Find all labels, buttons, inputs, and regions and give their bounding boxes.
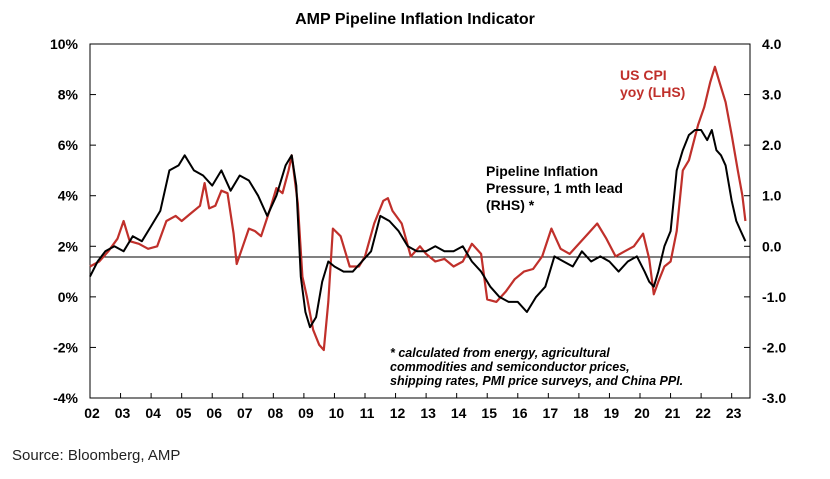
left-axis-tick-label: 10%	[50, 36, 79, 52]
x-axis-tick-label: 23	[726, 405, 742, 421]
legend-pipeline-line-1: Pipeline Inflation	[486, 163, 598, 179]
left-axis-tick-label: 6%	[58, 137, 79, 153]
x-axis-tick-label: 03	[115, 405, 131, 421]
right-axis-ticks: -3.0 -2.0 -1.0 0.0 1.0 2.0 3.0 4.0	[744, 36, 786, 406]
footnote-annotation: * calculated from energy, agricultural c…	[390, 346, 683, 388]
x-axis-ticks: 02 03 04 05 06 07 08 09 10 11 12 13 14 15 16 17 18 19 20 21…	[84, 393, 742, 421]
legend-us-cpi-line-1: US CPI	[620, 67, 667, 83]
right-axis-tick-label: -1.0	[762, 289, 786, 305]
series-line-pipeline-inflation	[89, 129, 747, 329]
legend-pipeline: Pipeline Inflation Pressure, 1 mth lead …	[486, 163, 627, 213]
right-axis-tick-label: 1.0	[762, 188, 782, 204]
x-axis-tick-label: 10	[329, 405, 345, 421]
x-axis-tick-label: 16	[512, 405, 528, 421]
right-axis-tick-label: 3.0	[762, 87, 782, 103]
legend-pipeline-line-3: (RHS) *	[486, 197, 535, 213]
right-axis-tick-label: 0.0	[762, 238, 782, 254]
legend-us-cpi: US CPI yoy (LHS)	[620, 67, 685, 100]
x-axis-tick-label: 14	[451, 405, 467, 421]
left-axis-tick-label: 0%	[58, 289, 79, 305]
plot-frame	[89, 43, 751, 399]
x-axis-tick-label: 20	[634, 405, 650, 421]
left-axis-tick-label: -4%	[53, 390, 78, 406]
x-axis-tick-label: 08	[268, 405, 284, 421]
left-axis-tick-label: 4%	[58, 188, 79, 204]
x-axis-tick-label: 21	[665, 405, 681, 421]
footnote-line-2: commodities and semiconductor prices,	[390, 360, 630, 374]
series-line-us-cpi	[89, 65, 747, 352]
x-axis-tick-label: 19	[604, 405, 620, 421]
left-axis-tick-label: -2%	[53, 339, 78, 355]
x-axis-tick-label: 17	[543, 405, 559, 421]
x-axis-tick-label: 18	[573, 405, 589, 421]
right-axis-tick-label: 2.0	[762, 137, 782, 153]
right-axis-tick-label: -2.0	[762, 339, 786, 355]
legend-pipeline-line-2: Pressure, 1 mth lead	[486, 180, 623, 196]
x-axis-tick-label: 12	[390, 405, 406, 421]
x-axis-tick-label: 15	[481, 405, 497, 421]
left-axis-tick-label: 2%	[58, 238, 79, 254]
chart-title: AMP Pipeline Inflation Indicator	[295, 11, 535, 28]
right-axis-tick-label: 4.0	[762, 36, 782, 52]
x-axis-tick-label: 02	[84, 405, 100, 421]
right-axis-tick-label: -3.0	[762, 390, 786, 406]
x-axis-tick-label: 06	[206, 405, 222, 421]
left-axis-ticks: -4% -2% 0% 2% 4% 6% 8% 10%	[50, 36, 96, 406]
x-axis-tick-label: 07	[237, 405, 253, 421]
x-axis-tick-label: 11	[360, 405, 375, 421]
x-axis-tick-label: 05	[176, 405, 192, 421]
x-axis-tick-label: 04	[145, 405, 161, 421]
footnote-line-3: shipping rates, PMI price surveys, and C…	[390, 374, 683, 388]
footnote-line-1: * calculated from energy, agricultural	[390, 346, 610, 360]
legend-us-cpi-line-2: yoy (LHS)	[620, 84, 685, 100]
x-axis-tick-label: 22	[695, 405, 711, 421]
x-axis-tick-label: 09	[298, 405, 314, 421]
x-axis-tick-label: 13	[420, 405, 436, 421]
left-axis-tick-label: 8%	[58, 87, 79, 103]
source-note: Source: Bloomberg, AMP	[12, 447, 181, 464]
